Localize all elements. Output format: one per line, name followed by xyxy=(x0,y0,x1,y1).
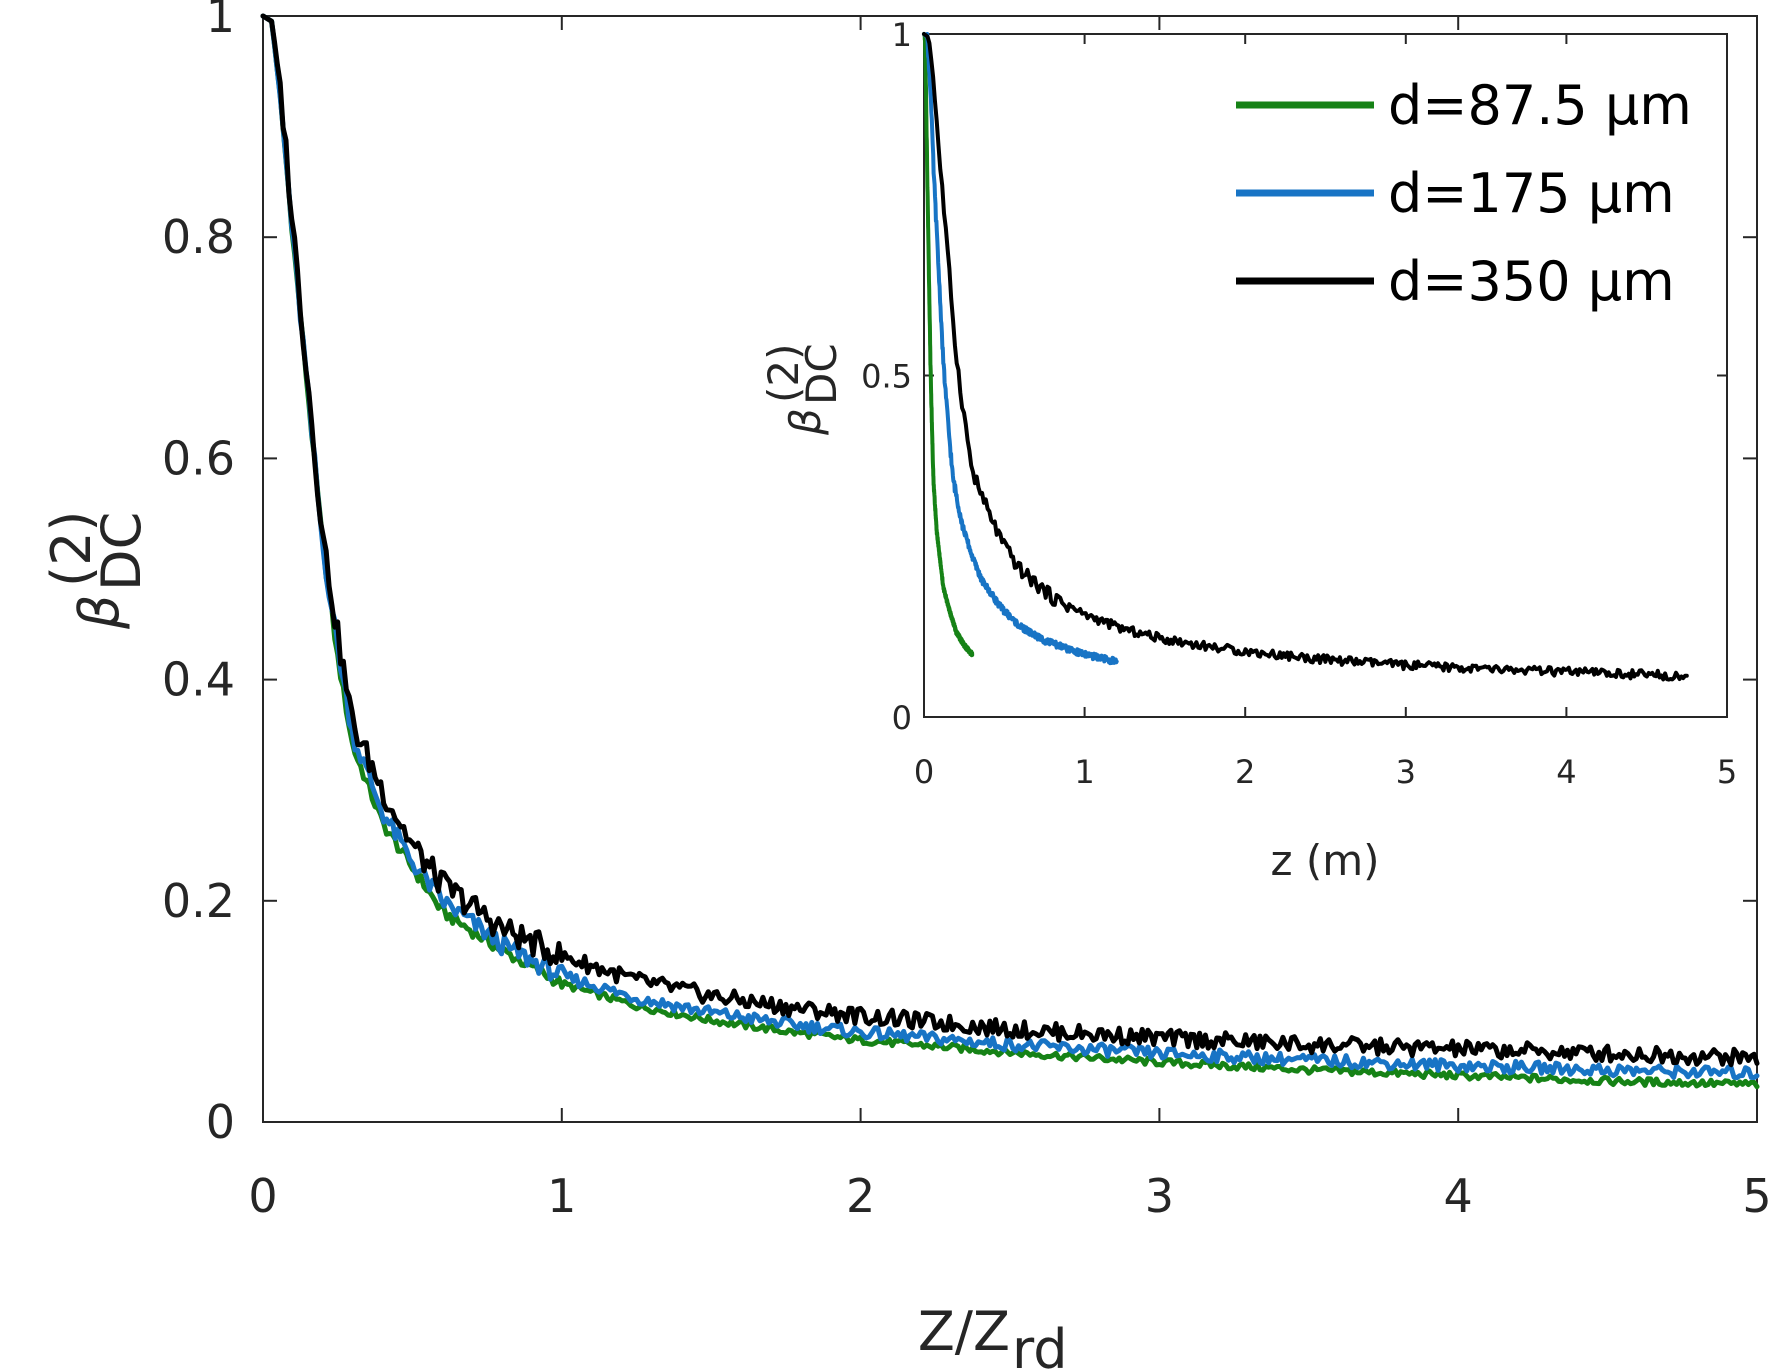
legend: d=87.5 μm d=175 μm d=350 μm xyxy=(1236,74,1692,313)
inset-x-axis-title: z (m) xyxy=(1270,836,1379,885)
series-line-3 xyxy=(260,13,1760,1068)
main-y-axis-title: β (2) DC xyxy=(40,511,153,631)
y-tick-label: 0.6 xyxy=(162,431,235,485)
svg-text:DC: DC xyxy=(90,512,153,591)
svg-text:DC: DC xyxy=(797,343,846,405)
main-x-axis-title: Z/Z xyxy=(918,1300,1010,1363)
y-tick-label: 0.2 xyxy=(162,874,235,928)
series-line-1 xyxy=(260,13,1760,1090)
inset-y-axis-subscript: DC xyxy=(797,343,846,405)
x-tick-label: 0 xyxy=(914,753,934,791)
y-tick-label: 1 xyxy=(892,16,912,54)
main-y-axis-superscript: (2) xyxy=(40,511,103,588)
main-y-axis-symbol: β xyxy=(68,595,131,630)
main-x-axis-title-sub: rd xyxy=(1012,1318,1068,1370)
main-x-axis-title-main: Z/Z xyxy=(918,1300,1010,1363)
main-labels: 0 1 2 3 4 5 0 0.2 0.4 0.6 0.8 1 xyxy=(162,0,1772,1223)
main-y-axis-subscript: DC xyxy=(90,512,153,591)
inset-x-axis-title-text: z (m) xyxy=(1270,836,1379,885)
x-tick-label: 3 xyxy=(1396,753,1416,791)
x-tick-label: 2 xyxy=(846,1169,875,1223)
main-series xyxy=(260,13,1760,1090)
x-tick-label: 5 xyxy=(1742,1169,1771,1223)
inset-y-axis-superscript: (2) xyxy=(759,344,808,404)
x-tick-label: 1 xyxy=(547,1169,576,1223)
x-tick-label: 4 xyxy=(1444,1169,1473,1223)
svg-text:(2): (2) xyxy=(759,344,808,404)
svg-text:β: β xyxy=(68,595,131,630)
main-x-axis-subscript: rd xyxy=(1012,1318,1068,1370)
x-tick-label: 3 xyxy=(1145,1169,1174,1223)
series-line-2 xyxy=(260,13,1760,1081)
series-line-2 xyxy=(922,32,1119,666)
x-tick-label: 5 xyxy=(1717,753,1737,791)
inset-labels: 0 1 2 3 4 5 0 0.5 1 xyxy=(861,16,1737,791)
svg-text:β: β xyxy=(781,408,830,436)
series-line-3 xyxy=(922,32,1689,682)
x-tick-label: 2 xyxy=(1235,753,1255,791)
main-ticks xyxy=(262,15,1758,1123)
legend-label-2: d=175 μm xyxy=(1388,162,1675,225)
y-tick-label: 0.8 xyxy=(162,210,235,264)
legend-label-3: d=350 μm xyxy=(1388,250,1675,313)
inset-series xyxy=(922,32,1689,682)
main-plot-area xyxy=(262,15,1758,1123)
y-tick-label: 0.4 xyxy=(162,653,235,707)
inset-y-axis-symbol: β xyxy=(781,408,830,436)
y-tick-label: 0 xyxy=(206,1095,235,1149)
series-line-1 xyxy=(922,32,975,658)
y-tick-label: 0 xyxy=(892,699,912,737)
inset-plot: 0 1 2 3 4 5 0 0.5 1 z (m) β (2) DC d=87.5 μm d=17… xyxy=(759,16,1737,885)
y-tick-label: 0.5 xyxy=(861,358,912,396)
legend-label-1: d=87.5 μm xyxy=(1388,74,1692,137)
x-tick-label: 1 xyxy=(1074,753,1094,791)
main-plot: 0 1 2 3 4 5 0 0.2 0.4 0.6 0.8 1 Z/Z rd β (2) DC xyxy=(40,0,1772,1370)
inset-y-axis-title: β (2) DC xyxy=(759,343,846,436)
y-tick-label: 1 xyxy=(206,0,235,43)
x-tick-label: 4 xyxy=(1556,753,1576,791)
x-tick-label: 0 xyxy=(248,1169,277,1223)
svg-text:(2): (2) xyxy=(40,511,103,588)
